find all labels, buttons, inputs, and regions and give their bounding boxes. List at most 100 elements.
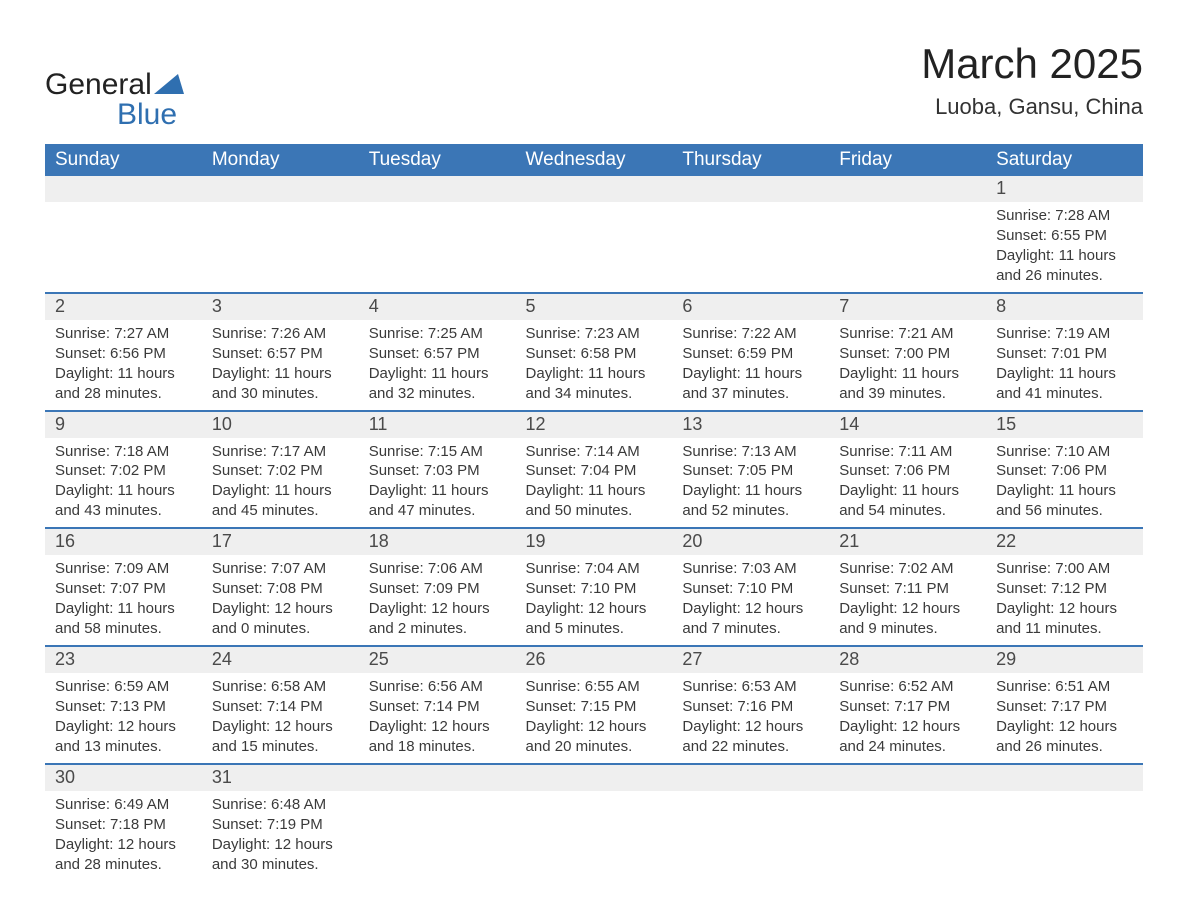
day-details: Sunrise: 7:25 AMSunset: 6:57 PMDaylight:… bbox=[359, 320, 516, 410]
detail-daylight1: Daylight: 12 hours bbox=[212, 835, 349, 855]
logo-sail-icon bbox=[154, 74, 184, 94]
detail-daylight2: and 2 minutes. bbox=[369, 619, 506, 639]
day-details: Sunrise: 7:27 AMSunset: 6:56 PMDaylight:… bbox=[45, 320, 202, 410]
day-details: Sunrise: 6:58 AMSunset: 7:14 PMDaylight:… bbox=[202, 673, 359, 763]
detail-sunrise: Sunrise: 6:56 AM bbox=[369, 677, 506, 697]
day-cell: Sunrise: 6:59 AMSunset: 7:13 PMDaylight:… bbox=[45, 673, 202, 764]
day-number: 15 bbox=[986, 411, 1143, 438]
weekday-header: Saturday bbox=[986, 144, 1143, 176]
day-number: 7 bbox=[829, 293, 986, 320]
day-number: 6 bbox=[672, 293, 829, 320]
day-number: 11 bbox=[359, 411, 516, 438]
detail-sunrise: Sunrise: 7:04 AM bbox=[526, 559, 663, 579]
detail-daylight2: and 28 minutes. bbox=[55, 855, 192, 875]
day-details: Sunrise: 7:02 AMSunset: 7:11 PMDaylight:… bbox=[829, 555, 986, 645]
day-details: Sunrise: 7:21 AMSunset: 7:00 PMDaylight:… bbox=[829, 320, 986, 410]
day-cell bbox=[359, 791, 516, 881]
detail-daylight1: Daylight: 12 hours bbox=[682, 717, 819, 737]
detail-sunset: Sunset: 7:14 PM bbox=[369, 697, 506, 717]
calendar-head: Sunday Monday Tuesday Wednesday Thursday… bbox=[45, 144, 1143, 176]
detail-sunset: Sunset: 7:12 PM bbox=[996, 579, 1133, 599]
day-number bbox=[672, 176, 829, 202]
detail-sunset: Sunset: 7:14 PM bbox=[212, 697, 349, 717]
day-number bbox=[986, 764, 1143, 791]
logo-text: General Blue bbox=[45, 70, 184, 130]
detail-sunrise: Sunrise: 7:25 AM bbox=[369, 324, 506, 344]
detail-sunrise: Sunrise: 6:53 AM bbox=[682, 677, 819, 697]
detail-daylight2: and 22 minutes. bbox=[682, 737, 819, 757]
day-number: 27 bbox=[672, 646, 829, 673]
day-number bbox=[516, 176, 673, 202]
day-cell bbox=[45, 202, 202, 293]
day-details: Sunrise: 6:55 AMSunset: 7:15 PMDaylight:… bbox=[516, 673, 673, 763]
detail-sunset: Sunset: 7:00 PM bbox=[839, 344, 976, 364]
detail-daylight2: and 13 minutes. bbox=[55, 737, 192, 757]
detail-daylight1: Daylight: 11 hours bbox=[369, 364, 506, 384]
detail-sunrise: Sunrise: 7:14 AM bbox=[526, 442, 663, 462]
day-number: 1 bbox=[986, 176, 1143, 202]
day-details: Sunrise: 7:28 AMSunset: 6:55 PMDaylight:… bbox=[986, 202, 1143, 292]
detail-daylight2: and 34 minutes. bbox=[526, 384, 663, 404]
day-cell: Sunrise: 7:19 AMSunset: 7:01 PMDaylight:… bbox=[986, 320, 1143, 411]
day-number: 4 bbox=[359, 293, 516, 320]
location: Luoba, Gansu, China bbox=[921, 94, 1143, 120]
detail-sunset: Sunset: 7:07 PM bbox=[55, 579, 192, 599]
day-details: Sunrise: 7:23 AMSunset: 6:58 PMDaylight:… bbox=[516, 320, 673, 410]
weekday-header: Thursday bbox=[672, 144, 829, 176]
daynum-row: 9101112131415 bbox=[45, 411, 1143, 438]
detail-daylight2: and 47 minutes. bbox=[369, 501, 506, 521]
day-number bbox=[45, 176, 202, 202]
detail-daylight1: Daylight: 11 hours bbox=[369, 481, 506, 501]
detail-sunset: Sunset: 7:04 PM bbox=[526, 461, 663, 481]
detail-daylight1: Daylight: 12 hours bbox=[369, 599, 506, 619]
detail-daylight2: and 50 minutes. bbox=[526, 501, 663, 521]
detail-sunrise: Sunrise: 7:11 AM bbox=[839, 442, 976, 462]
weekday-row: Sunday Monday Tuesday Wednesday Thursday… bbox=[45, 144, 1143, 176]
day-number: 23 bbox=[45, 646, 202, 673]
detail-daylight2: and 32 minutes. bbox=[369, 384, 506, 404]
detail-sunset: Sunset: 7:11 PM bbox=[839, 579, 976, 599]
detail-daylight2: and 20 minutes. bbox=[526, 737, 663, 757]
detail-daylight2: and 56 minutes. bbox=[996, 501, 1133, 521]
day-number bbox=[516, 764, 673, 791]
detail-daylight2: and 24 minutes. bbox=[839, 737, 976, 757]
detail-sunset: Sunset: 7:13 PM bbox=[55, 697, 192, 717]
day-cell: Sunrise: 6:53 AMSunset: 7:16 PMDaylight:… bbox=[672, 673, 829, 764]
day-cell: Sunrise: 7:10 AMSunset: 7:06 PMDaylight:… bbox=[986, 438, 1143, 529]
day-details: Sunrise: 7:22 AMSunset: 6:59 PMDaylight:… bbox=[672, 320, 829, 410]
detail-daylight1: Daylight: 11 hours bbox=[682, 364, 819, 384]
daynum-row: 3031 bbox=[45, 764, 1143, 791]
detail-sunset: Sunset: 7:17 PM bbox=[839, 697, 976, 717]
day-number: 28 bbox=[829, 646, 986, 673]
day-cell bbox=[986, 791, 1143, 881]
detail-daylight1: Daylight: 11 hours bbox=[55, 364, 192, 384]
day-details bbox=[202, 202, 359, 212]
detail-daylight1: Daylight: 11 hours bbox=[996, 246, 1133, 266]
detail-sunset: Sunset: 7:15 PM bbox=[526, 697, 663, 717]
detail-sunset: Sunset: 7:01 PM bbox=[996, 344, 1133, 364]
day-number: 14 bbox=[829, 411, 986, 438]
day-cell: Sunrise: 7:25 AMSunset: 6:57 PMDaylight:… bbox=[359, 320, 516, 411]
detail-sunrise: Sunrise: 7:18 AM bbox=[55, 442, 192, 462]
day-number: 3 bbox=[202, 293, 359, 320]
weekday-header: Wednesday bbox=[516, 144, 673, 176]
day-cell: Sunrise: 7:00 AMSunset: 7:12 PMDaylight:… bbox=[986, 555, 1143, 646]
daynum-row: 1 bbox=[45, 176, 1143, 202]
day-number: 12 bbox=[516, 411, 673, 438]
detail-sunrise: Sunrise: 7:21 AM bbox=[839, 324, 976, 344]
day-number: 18 bbox=[359, 528, 516, 555]
day-cell: Sunrise: 6:56 AMSunset: 7:14 PMDaylight:… bbox=[359, 673, 516, 764]
detail-daylight2: and 41 minutes. bbox=[996, 384, 1133, 404]
day-details: Sunrise: 7:07 AMSunset: 7:08 PMDaylight:… bbox=[202, 555, 359, 645]
details-row: Sunrise: 7:09 AMSunset: 7:07 PMDaylight:… bbox=[45, 555, 1143, 646]
detail-sunset: Sunset: 7:18 PM bbox=[55, 815, 192, 835]
detail-sunset: Sunset: 7:03 PM bbox=[369, 461, 506, 481]
calendar-page: General Blue March 2025 Luoba, Gansu, Ch… bbox=[0, 0, 1188, 918]
detail-sunset: Sunset: 7:09 PM bbox=[369, 579, 506, 599]
calendar-body: 1Sunrise: 7:28 AMSunset: 6:55 PMDaylight… bbox=[45, 176, 1143, 881]
day-details bbox=[986, 791, 1143, 801]
detail-daylight2: and 0 minutes. bbox=[212, 619, 349, 639]
day-details: Sunrise: 7:18 AMSunset: 7:02 PMDaylight:… bbox=[45, 438, 202, 528]
detail-daylight1: Daylight: 12 hours bbox=[996, 717, 1133, 737]
detail-daylight1: Daylight: 11 hours bbox=[212, 364, 349, 384]
